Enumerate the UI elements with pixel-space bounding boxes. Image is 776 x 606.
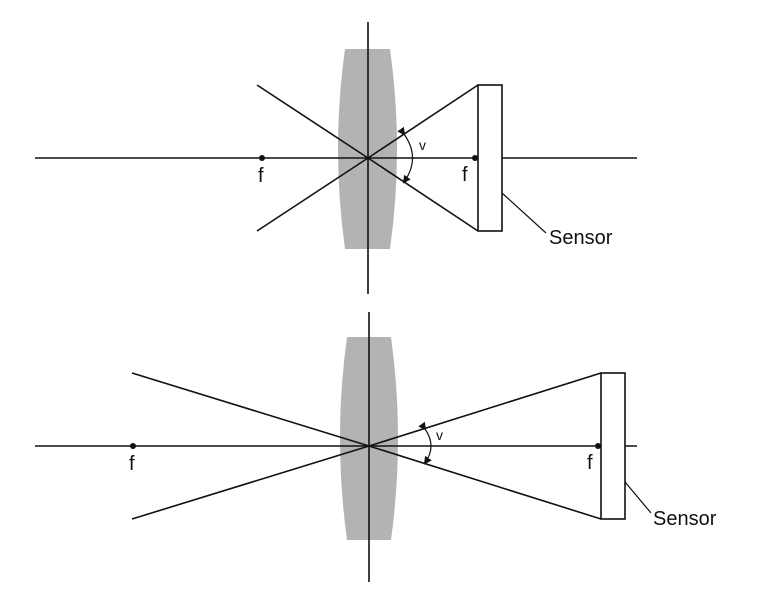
top-ray-upper-right — [367, 84, 479, 159]
bottom-focal-label-left: f — [129, 453, 135, 475]
bottom-ray-upper-left — [131, 372, 370, 447]
top-focal-point-right — [472, 155, 478, 161]
top-focal-label-right: f — [462, 164, 468, 186]
top-sensor — [477, 84, 503, 232]
top-ray-upper-left — [256, 84, 369, 159]
bottom-ray-lower-right — [368, 445, 602, 520]
bottom-ray-upper-right — [368, 372, 602, 447]
top-angle-label: v — [419, 137, 426, 153]
bottom-sensor-label: Sensor — [653, 508, 717, 530]
top-angle-arc — [397, 126, 414, 184]
top-focal-point-left — [259, 155, 265, 161]
bottom-sensor — [600, 372, 626, 520]
bottom-ray-lower-left — [131, 445, 370, 520]
top-ray-lower-left — [256, 157, 369, 232]
bottom-focal-point-left — [130, 443, 136, 449]
bottom-focal-point-right — [595, 443, 601, 449]
bottom-focal-label-right: f — [587, 452, 593, 474]
top-diagram: f f v Sensor — [35, 22, 637, 294]
top-sensor-leader — [501, 192, 547, 234]
top-ray-lower-right — [367, 157, 479, 232]
top-sensor-label: Sensor — [549, 227, 613, 249]
top-focal-label-left: f — [258, 165, 264, 187]
bottom-sensor-leader — [624, 481, 652, 514]
bottom-angle-arc — [418, 421, 432, 465]
bottom-angle-label: v — [436, 427, 443, 443]
bottom-diagram: f f v Sensor — [35, 312, 717, 582]
